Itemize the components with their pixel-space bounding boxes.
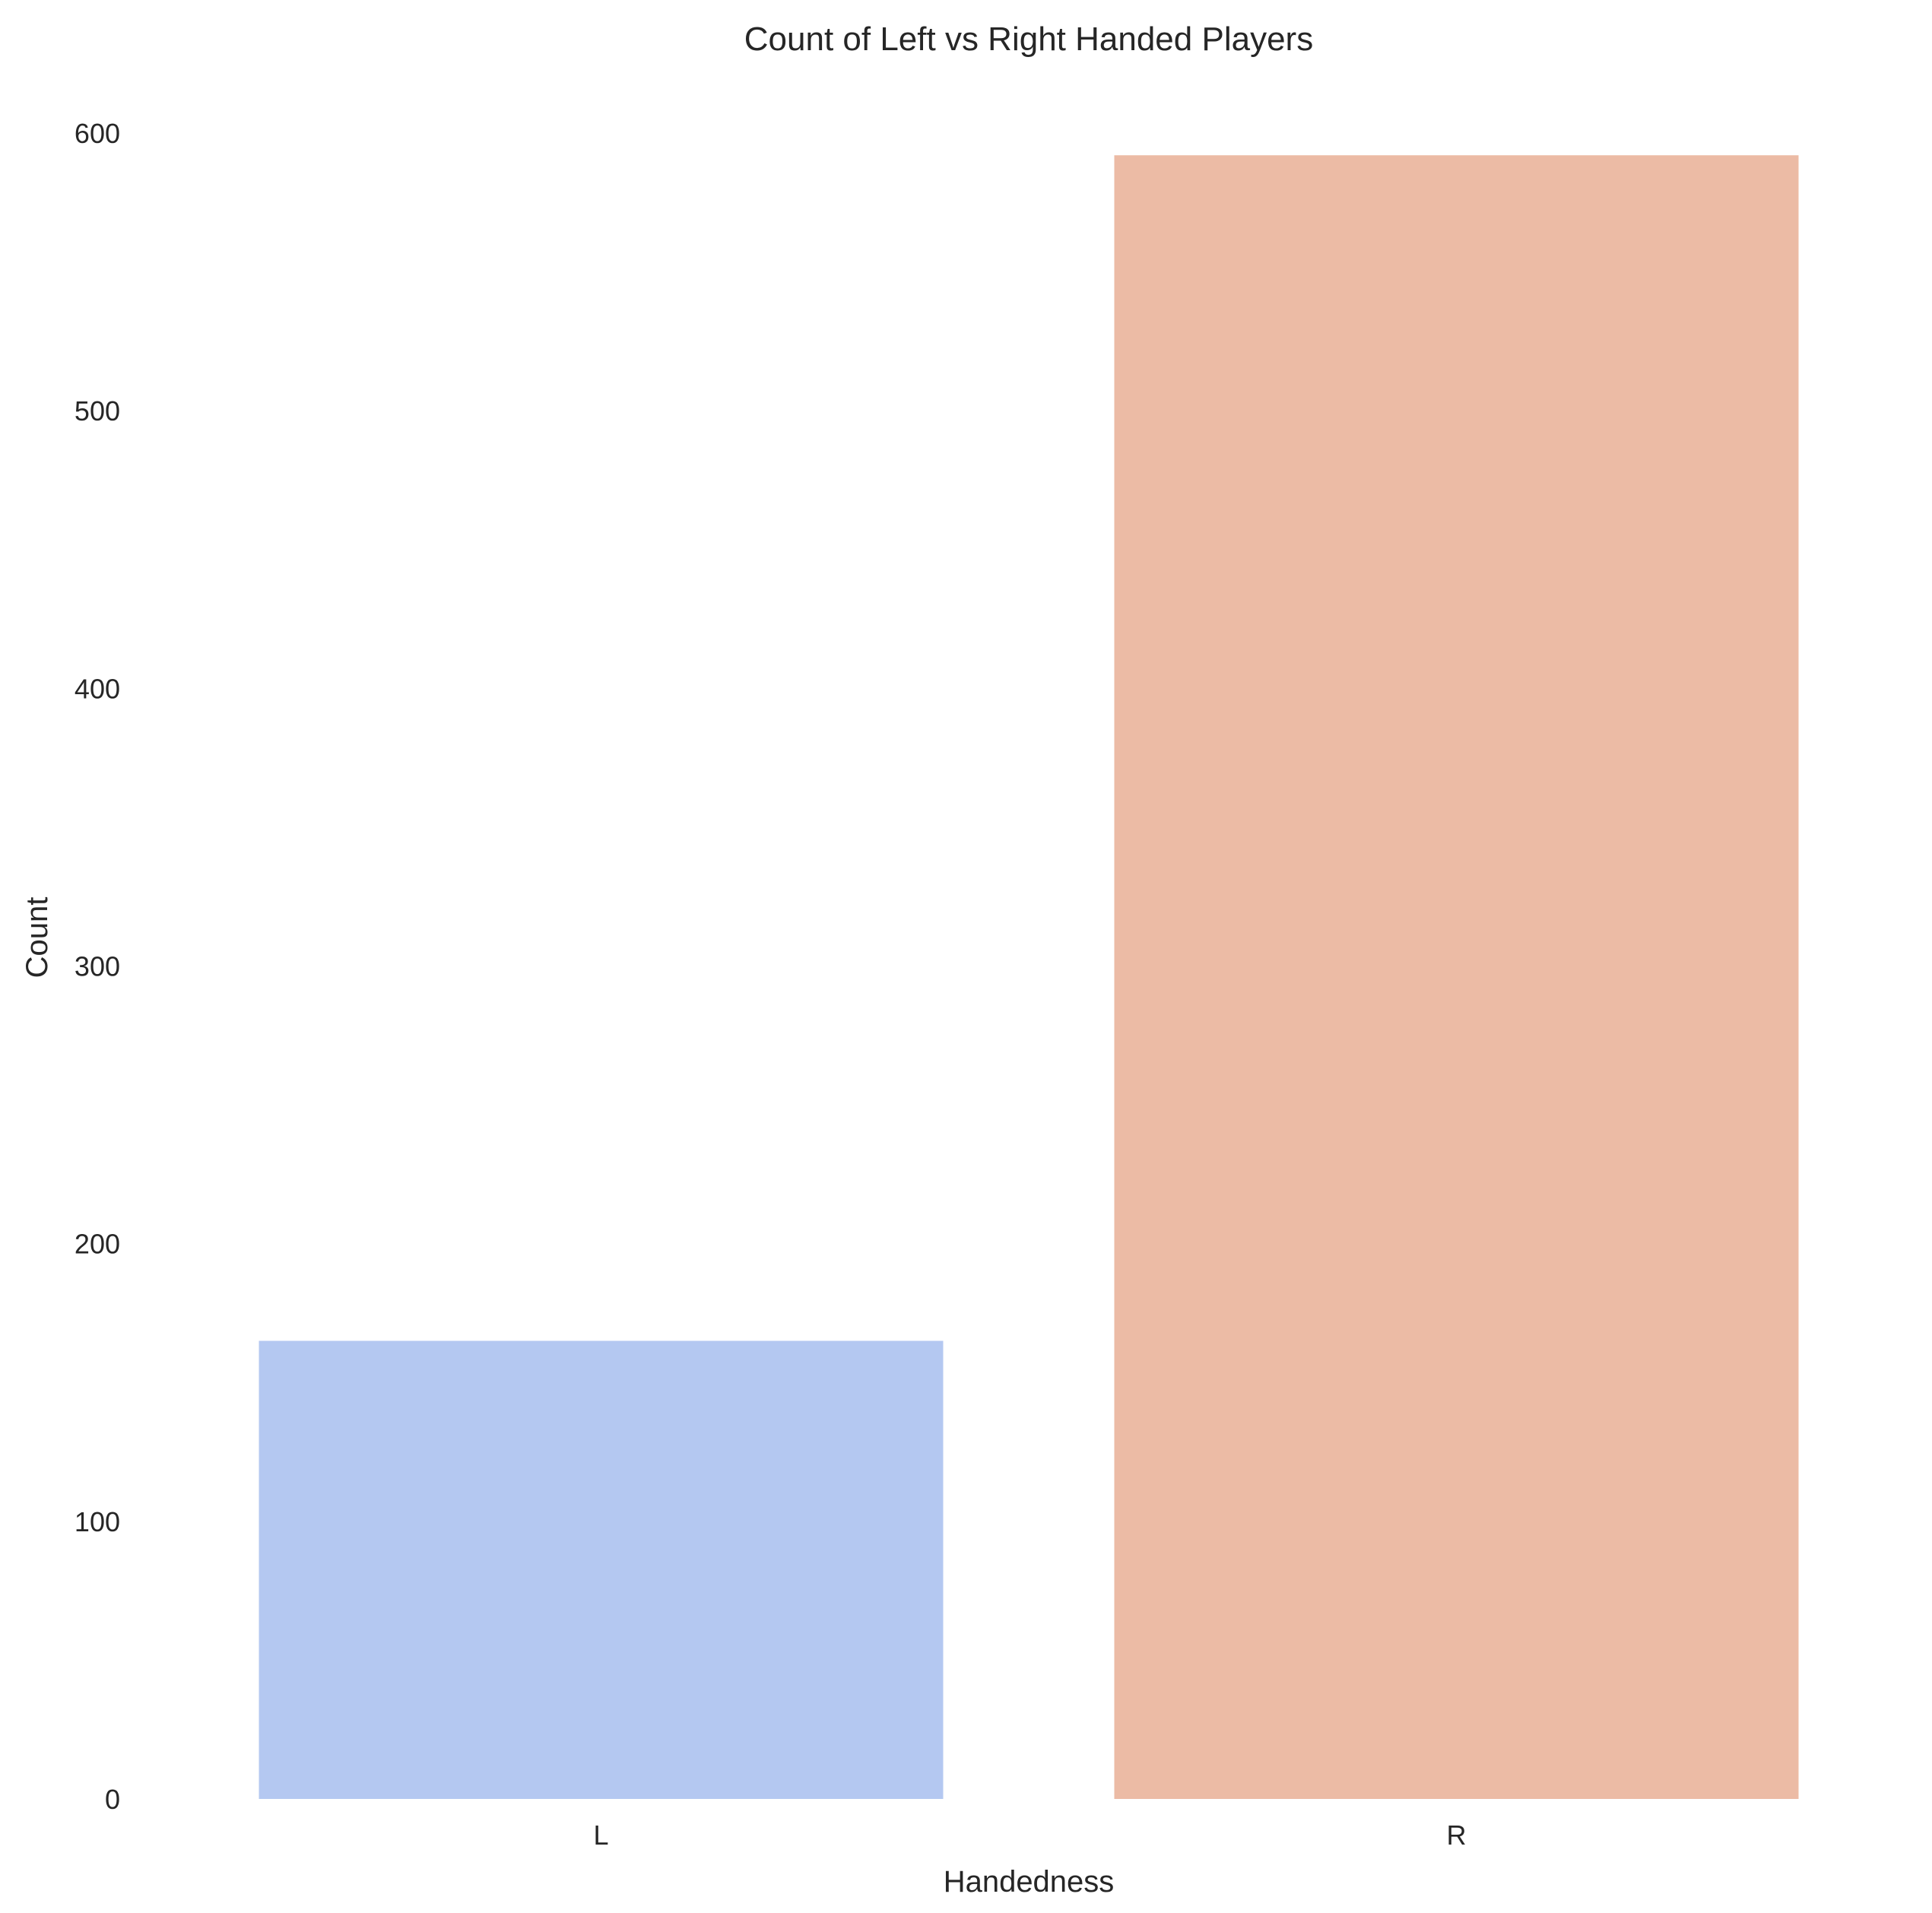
chart-title: Count of Left vs Right Handed Players (744, 21, 1313, 58)
y-tick-label: 500 (75, 395, 120, 427)
y-tick-label: 400 (75, 673, 120, 704)
y-tick-label: 600 (75, 118, 120, 149)
y-tick-label: 300 (75, 951, 120, 982)
x-axis-label: Handedness (944, 1865, 1115, 1899)
x-tick-label: L (593, 1819, 608, 1851)
y-axis-label: Count (21, 897, 54, 979)
y-axis-ticks: 0 100 200 300 400 500 600 (75, 118, 120, 1815)
bar-l (259, 1340, 944, 1799)
x-tick-label: R (1447, 1819, 1467, 1851)
bar-r (1114, 155, 1799, 1799)
y-tick-label: 0 (105, 1784, 120, 1815)
y-tick-label: 200 (75, 1229, 120, 1260)
bars (259, 155, 1799, 1799)
y-tick-label: 100 (75, 1506, 120, 1537)
